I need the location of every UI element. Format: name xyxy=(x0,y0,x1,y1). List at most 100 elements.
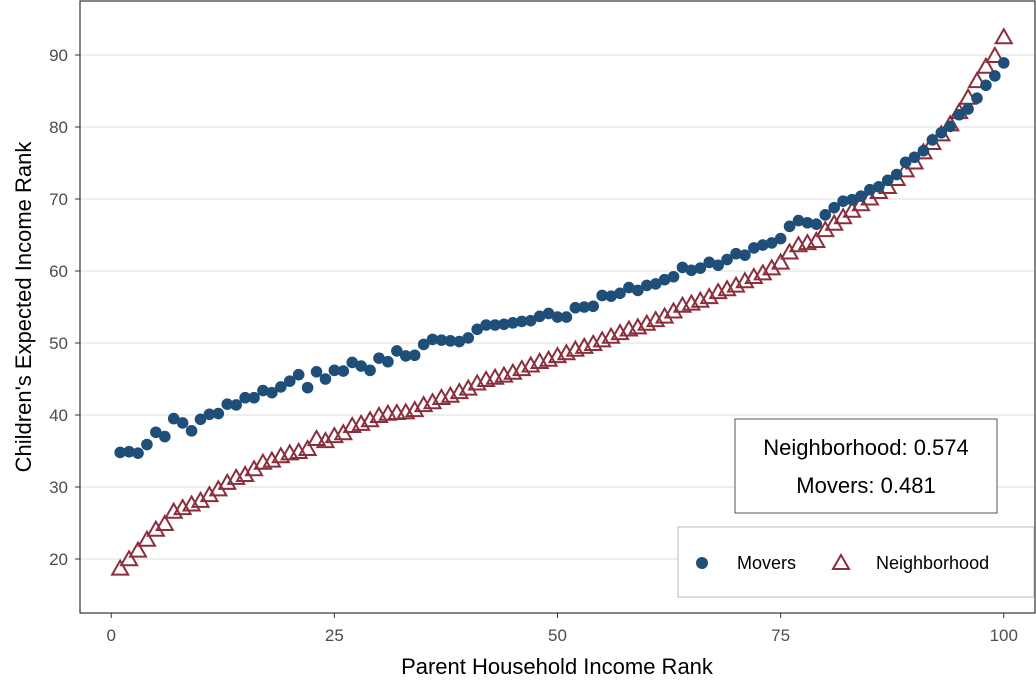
movers-point xyxy=(685,264,698,277)
movers-point xyxy=(980,79,992,92)
neighborhood-point xyxy=(119,549,139,567)
movers-point xyxy=(828,201,840,214)
neighborhood-point xyxy=(360,410,380,428)
y-axis-title: Children's Expected Income Rank xyxy=(11,141,36,473)
movers-point xyxy=(453,335,466,348)
neighborhood-point xyxy=(967,71,987,89)
movers-point xyxy=(989,70,1001,82)
neighborhood-point xyxy=(654,306,675,324)
movers-point xyxy=(605,290,617,303)
neighborhood-point xyxy=(110,558,130,576)
neighborhood-point xyxy=(851,194,871,212)
movers-point xyxy=(721,253,733,266)
movers-point xyxy=(774,232,787,245)
movers-point xyxy=(810,218,823,230)
movers-point xyxy=(596,289,608,302)
movers-point xyxy=(881,174,894,187)
neighborhood-point xyxy=(761,258,782,276)
x-tick-label: 0 xyxy=(107,626,116,645)
movers-point xyxy=(551,311,564,323)
legend-key-neighborhood xyxy=(831,552,851,570)
movers-point xyxy=(971,92,983,104)
movers-point xyxy=(944,120,957,133)
movers-point xyxy=(471,323,483,336)
movers-point xyxy=(373,352,385,364)
movers-point xyxy=(391,345,403,357)
movers-point xyxy=(248,391,260,404)
y-tick-label: 70 xyxy=(49,190,68,209)
movers-point xyxy=(230,399,242,411)
annotation-frame xyxy=(734,418,998,514)
movers-point xyxy=(533,310,546,323)
movers-point xyxy=(783,220,796,233)
movers-point xyxy=(873,180,885,193)
annotation-box: Neighborhood: 0.574 Movers: 0.481 xyxy=(734,418,998,514)
movers-point xyxy=(846,193,858,206)
movers-point xyxy=(694,262,707,274)
neighborhood-point xyxy=(663,301,684,319)
movers-point xyxy=(150,426,162,439)
movers-point xyxy=(194,413,207,426)
movers-point xyxy=(283,375,296,387)
movers-point xyxy=(819,209,832,221)
y-tick-label: 90 xyxy=(49,46,68,65)
movers-point xyxy=(587,300,600,313)
movers-point xyxy=(649,278,662,290)
legend-frame xyxy=(677,526,1035,598)
movers-point xyxy=(399,350,412,362)
neighborhood-point xyxy=(726,275,746,293)
axis-layer: 20 30 40 50 60 70 80 90 0 25 50 75 100 xyxy=(49,46,1018,645)
y-tick-label: 60 xyxy=(49,262,68,281)
neighborhood-point xyxy=(155,513,175,531)
neighborhood-point xyxy=(985,45,1005,63)
neighborhood-point xyxy=(199,485,220,503)
neighborhood-point xyxy=(297,439,318,457)
legend-label-movers: Movers xyxy=(737,553,796,573)
movers-point xyxy=(712,259,724,272)
x-tick-label: 50 xyxy=(548,626,567,645)
movers-point xyxy=(748,242,760,254)
movers-point xyxy=(997,57,1010,69)
movers-point xyxy=(899,156,912,169)
movers-point xyxy=(355,360,367,372)
neighborhood-point xyxy=(976,56,996,74)
movers-point xyxy=(739,249,751,261)
x-tick-label: 75 xyxy=(771,626,790,645)
neighborhood-point xyxy=(458,378,478,396)
movers-point xyxy=(319,373,332,385)
movers-point xyxy=(158,430,171,443)
neighborhood-point xyxy=(753,263,773,281)
movers-point xyxy=(498,318,510,331)
movers-point xyxy=(578,301,591,313)
movers-point xyxy=(114,446,126,459)
series-layer xyxy=(110,27,1014,576)
neighborhood-point xyxy=(262,450,282,468)
y-tick-label: 50 xyxy=(49,334,68,353)
movers-point xyxy=(417,338,430,351)
movers-point xyxy=(382,355,394,368)
movers-point xyxy=(614,287,626,300)
movers-point xyxy=(141,438,153,451)
movers-point xyxy=(953,108,965,121)
neighborhood-point xyxy=(146,519,166,537)
movers-point xyxy=(266,386,278,399)
movers-point xyxy=(337,365,350,377)
legend-key-movers xyxy=(696,557,708,569)
series-movers xyxy=(114,57,1010,459)
movers-point xyxy=(917,144,930,157)
neighborhood-point xyxy=(235,464,255,482)
movers-point xyxy=(185,425,198,437)
x-tick-label: 25 xyxy=(325,626,344,645)
movers-point xyxy=(275,381,287,393)
movers-point xyxy=(480,319,492,331)
legend: Movers Neighborhood xyxy=(677,526,1035,598)
y-tick-label: 40 xyxy=(49,406,68,425)
movers-point xyxy=(765,237,778,249)
movers-point xyxy=(837,195,849,207)
neighborhood-point xyxy=(422,392,443,410)
movers-point xyxy=(926,134,939,146)
neighborhood-point xyxy=(137,529,157,547)
movers-point xyxy=(444,335,457,347)
y-tick-label: 30 xyxy=(49,478,68,497)
